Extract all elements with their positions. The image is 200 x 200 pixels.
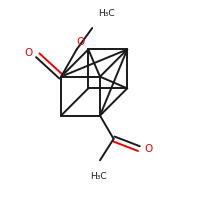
Text: H₃C: H₃C [90,172,106,181]
Text: O: O [144,144,153,154]
Text: H₃C: H₃C [98,9,115,18]
Text: O: O [24,48,32,58]
Text: O: O [76,37,85,47]
